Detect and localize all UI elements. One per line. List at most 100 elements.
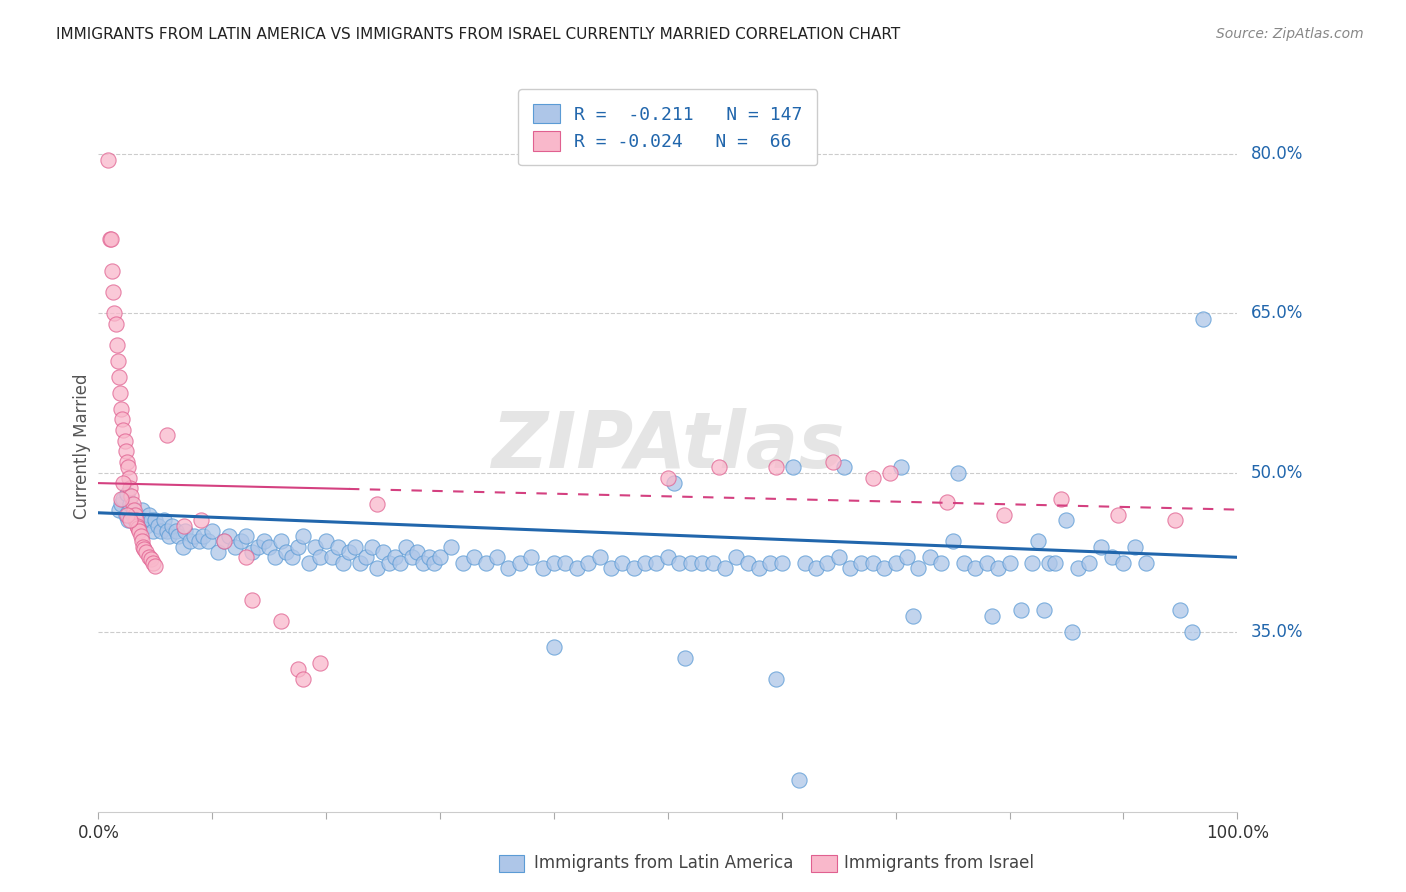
Point [108,502,131,516]
Point [110,497,132,511]
Point [270,614,292,628]
Point [440,540,463,554]
Point [804,561,827,575]
Point [879,466,901,480]
Point [1181,624,1204,639]
Point [942,534,965,549]
Point [142,524,165,538]
Point [657,471,679,485]
Point [332,556,354,570]
Point [287,540,309,554]
Point [395,540,418,554]
Point [145,513,167,527]
Point [124,513,146,527]
Point [235,550,257,565]
Point [360,540,382,554]
Point [770,556,793,570]
Point [759,556,782,570]
Point [1032,603,1054,617]
Point [486,550,509,565]
Point [1123,540,1146,554]
Point [953,556,976,570]
Point [111,412,134,426]
Point [474,556,496,570]
Point [309,550,332,565]
Point [101,264,124,278]
Point [349,556,371,570]
Point [554,556,576,570]
Point [142,556,165,570]
Point [787,772,810,787]
Point [782,460,804,475]
Point [1170,603,1192,617]
Point [246,540,269,554]
Point [662,476,685,491]
Point [139,513,162,527]
Point [139,552,162,566]
Point [1049,491,1071,506]
Point [834,460,856,475]
Point [309,657,332,671]
Point [1101,550,1123,565]
Point [679,556,702,570]
Point [998,556,1021,570]
Point [389,556,412,570]
Point [918,550,941,565]
Point [173,518,195,533]
Point [748,561,770,575]
Point [1163,513,1185,527]
Point [118,471,141,485]
Point [948,466,970,480]
Point [839,561,862,575]
Point [543,640,565,655]
Point [127,518,149,533]
Point [1054,513,1078,527]
Point [165,524,187,538]
Point [1021,556,1043,570]
Point [576,556,599,570]
Point [851,556,873,570]
Point [240,545,263,559]
Point [1107,508,1129,522]
Point [828,550,851,565]
Point [673,651,696,665]
Text: 80.0%: 80.0% [1251,145,1303,163]
Point [292,672,315,686]
Text: Immigrants from Israel: Immigrants from Israel [844,855,1033,872]
Point [315,534,337,549]
Point [287,662,309,676]
Point [252,534,274,549]
Point [498,561,520,575]
Point [896,550,918,565]
Point [107,354,129,368]
Point [96,153,118,167]
Point [121,508,143,522]
Point [98,232,121,246]
Point [276,545,298,559]
Point [124,508,146,522]
Point [862,556,884,570]
Point [172,540,194,554]
Point [1192,311,1215,326]
Point [150,524,173,538]
Point [115,455,138,469]
Point [174,524,197,538]
Point [657,550,679,565]
Point [193,529,215,543]
Point [129,529,152,543]
Point [371,545,394,559]
Point [765,460,787,475]
Point [725,550,748,565]
Point [201,524,224,538]
Text: ZIPAtlas: ZIPAtlas [491,408,845,484]
Point [1112,556,1135,570]
Point [1038,556,1060,570]
Text: 35.0%: 35.0% [1251,623,1303,640]
Point [179,534,201,549]
Point [131,502,153,516]
Point [793,556,815,570]
Point [993,508,1015,522]
Point [156,428,179,442]
Point [110,491,132,506]
Point [976,556,998,570]
